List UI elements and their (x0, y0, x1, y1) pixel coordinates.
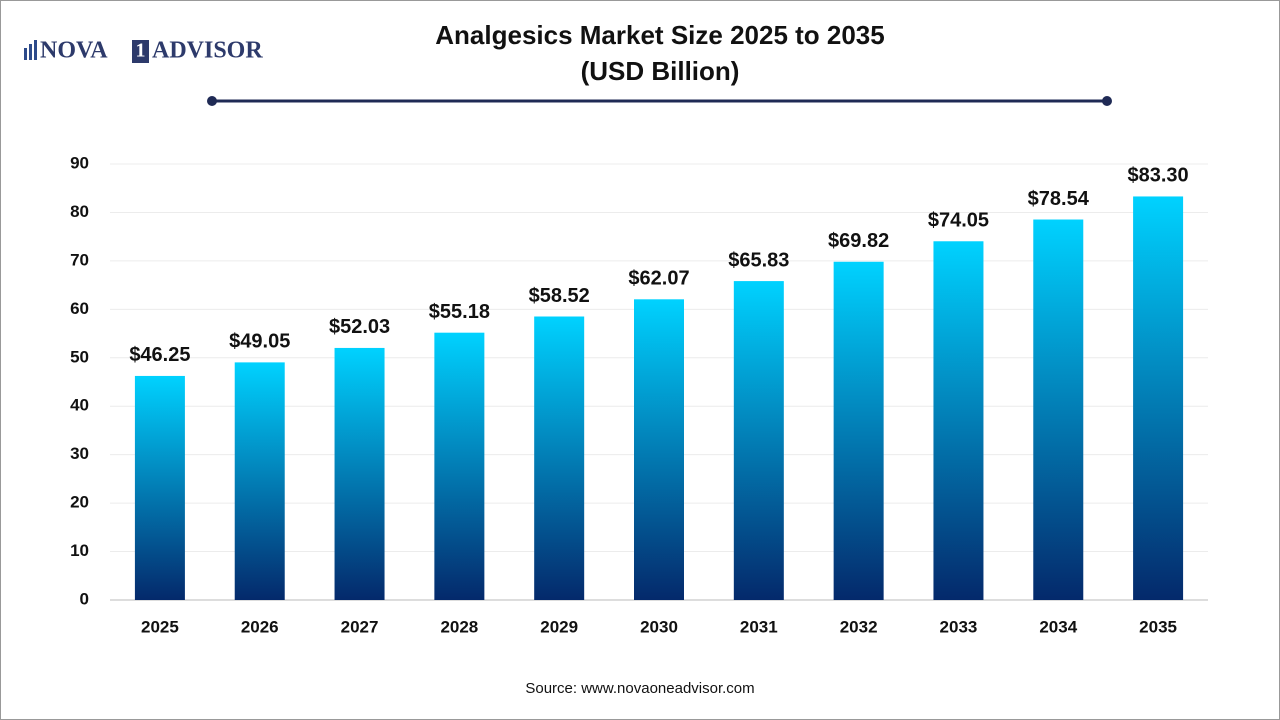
bar (134, 375, 185, 600)
bar (234, 362, 285, 600)
divider-dot (1102, 96, 1112, 106)
bar (1133, 196, 1184, 601)
y-tick-label: 20 (70, 493, 89, 512)
x-tick-label: 2026 (241, 617, 279, 636)
bar (1033, 219, 1084, 600)
logo-mark: 1 (136, 40, 146, 62)
bar (833, 261, 884, 600)
bar (334, 347, 385, 600)
chart-title: Analgesics Market Size 2025 to 2035 (435, 20, 884, 50)
x-tick-label: 2031 (740, 617, 778, 636)
source: Source: www.novaoneadvisor.com (525, 680, 754, 697)
bar (534, 316, 585, 600)
y-tick-label: 70 (70, 250, 89, 269)
bar (634, 299, 684, 600)
chart-subtitle: (USD Billion) (581, 56, 740, 86)
bar (434, 332, 485, 600)
value-label: $74.05 (928, 210, 989, 232)
value-label: $78.54 (1028, 188, 1090, 210)
value-label: $52.03 (329, 316, 390, 338)
x-tick-label: 2027 (341, 617, 379, 636)
logo-box (132, 40, 149, 63)
logo-right: ADVISOR (152, 38, 263, 64)
value-label: $49.05 (229, 331, 290, 353)
logo: NOVA 1 ADVISOR (24, 38, 263, 64)
y-tick-label: 30 (70, 444, 89, 463)
x-tick-label: 2034 (1039, 617, 1077, 636)
logo-left: NOVA (40, 38, 108, 64)
y-tick-label: 80 (70, 202, 89, 221)
value-label: $46.25 (129, 344, 190, 366)
value-label: $58.52 (529, 285, 590, 307)
x-tick-label: 2028 (440, 617, 478, 636)
y-tick-label: 10 (70, 541, 89, 560)
bar (733, 281, 784, 600)
value-label: $65.83 (728, 249, 789, 271)
y-tick-label: 90 (70, 153, 89, 172)
x-tick-label: 2035 (1139, 617, 1177, 636)
x-tick-label: 2025 (141, 617, 179, 636)
divider-dot (207, 96, 217, 106)
y-tick-label: 0 (80, 589, 89, 608)
y-tick-label: 40 (70, 396, 89, 415)
value-label: $83.30 (1128, 165, 1189, 187)
x-tick-label: 2032 (840, 617, 878, 636)
y-tick-label: 50 (70, 347, 89, 366)
y-tick-label: 60 (70, 299, 89, 318)
value-label: $55.18 (429, 301, 490, 323)
x-tick-label: 2030 (640, 617, 678, 636)
x-tick-label: 2033 (940, 617, 978, 636)
x-tick-label: 2029 (540, 617, 578, 636)
value-label: $62.07 (628, 268, 689, 290)
value-label: $69.82 (828, 230, 889, 252)
bar (933, 241, 984, 600)
